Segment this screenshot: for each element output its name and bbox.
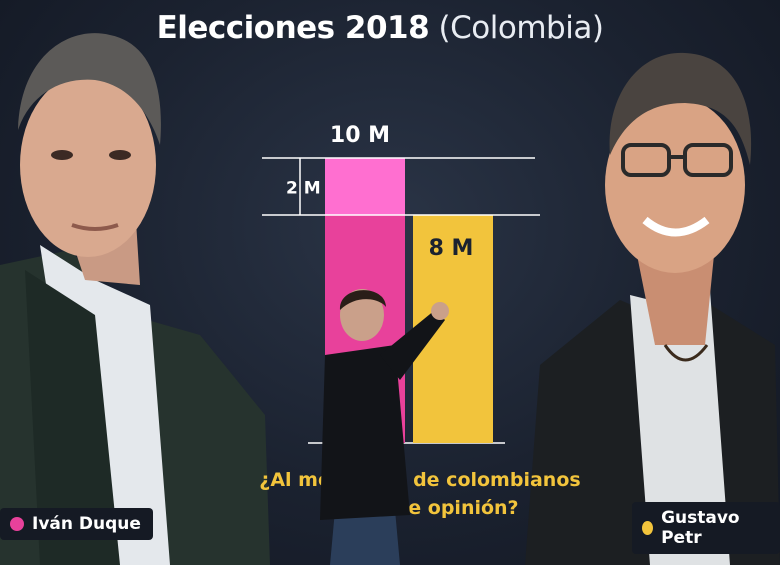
- candidate-color-dot: [642, 521, 654, 535]
- candidate-label-duque: Iván Duque: [0, 508, 153, 540]
- candidate-name: Gustavo Petr: [661, 508, 740, 548]
- candidate-name: Iván Duque: [32, 514, 141, 534]
- title-main: Elecciones 2018: [156, 10, 430, 46]
- difference-segment: [325, 158, 405, 215]
- chart-title: Elecciones 2018 (Colombia): [0, 10, 760, 46]
- candidate-color-dot: [10, 517, 24, 531]
- portrait-duque: [0, 15, 270, 565]
- data-label-petro: 8 M: [429, 236, 474, 261]
- title-sub: (Colombia): [438, 10, 604, 46]
- presenter: [300, 285, 460, 565]
- candidate-label-petro: Gustavo Petr: [632, 502, 780, 554]
- difference-label: 2 M: [286, 179, 321, 199]
- portrait-petro: [525, 45, 780, 565]
- data-label-duque: 10 M: [330, 123, 390, 148]
